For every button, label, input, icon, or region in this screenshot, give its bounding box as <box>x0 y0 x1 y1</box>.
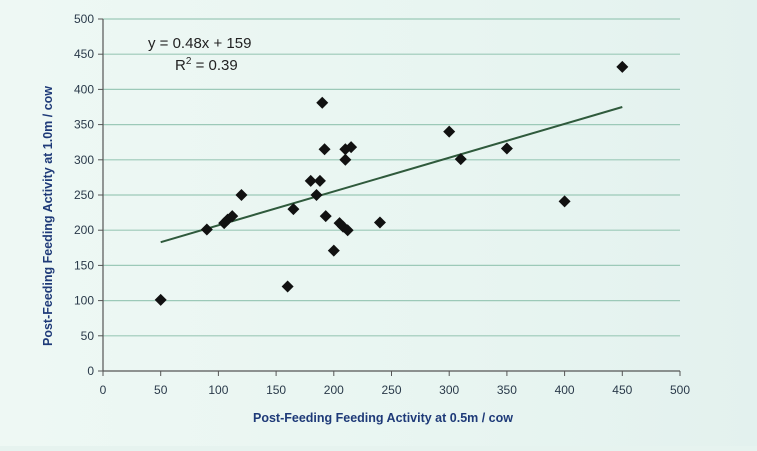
y-tick-label: 350 <box>74 118 94 132</box>
y-tick-label: 400 <box>74 82 94 96</box>
data-point <box>318 143 331 156</box>
x-tick-label: 450 <box>612 383 632 397</box>
data-point <box>327 244 340 257</box>
data-point <box>235 189 248 201</box>
data-point <box>200 223 213 236</box>
y-axis-title: Post-Feeding Feeding Activity at 1.0m / … <box>41 86 55 346</box>
data-point <box>287 203 300 216</box>
y-tick-label: 150 <box>74 258 94 272</box>
data-point <box>500 142 513 155</box>
y-tick-label: 50 <box>81 329 95 343</box>
x-tick-labels: 0 50 100 150 200 250 300 350 400 450 500 <box>100 383 691 397</box>
trendline <box>160 106 623 244</box>
trendline-group <box>160 106 623 244</box>
r-squared-superscript: 2 <box>186 56 192 67</box>
x-tick-label: 500 <box>670 383 690 397</box>
r-squared-prefix: R <box>175 57 186 74</box>
x-tick-label: 200 <box>324 383 344 397</box>
x-tick-label: 50 <box>154 383 168 397</box>
data-point <box>339 153 352 166</box>
data-point <box>313 174 326 187</box>
x-axis-title: Post-Feeding Feeding Activity at 0.5m / … <box>253 411 513 425</box>
regression-annotation: y = 0.48x + 159 R2 = 0.39 <box>148 35 251 74</box>
data-point <box>558 195 571 208</box>
trendline-equation: y = 0.48x + 159 <box>148 35 251 52</box>
x-tick-label: 150 <box>266 383 286 397</box>
r-squared-value: = 0.39 <box>191 57 237 74</box>
data-point <box>304 174 317 187</box>
x-tick-label: 250 <box>381 383 401 397</box>
r-squared-label: R2 = 0.39 <box>175 56 238 74</box>
y-tick-label: 100 <box>74 294 94 308</box>
data-point <box>341 224 354 237</box>
x-tick-label: 0 <box>100 383 107 397</box>
y-tick-labels: 0 50 100 150 200 250 300 350 400 450 500 <box>74 12 94 378</box>
data-points <box>154 60 629 306</box>
data-point <box>373 216 386 229</box>
x-tick-label: 100 <box>208 383 228 397</box>
data-point <box>226 210 239 223</box>
data-point <box>616 60 629 73</box>
x-tick-label: 300 <box>439 383 459 397</box>
x-tick-label: 350 <box>497 383 517 397</box>
data-point <box>154 293 167 306</box>
y-tick-label: 500 <box>74 12 94 26</box>
x-tick-label: 400 <box>555 383 575 397</box>
data-point <box>310 189 323 201</box>
data-point <box>319 210 332 223</box>
y-tick-label: 450 <box>74 47 94 61</box>
data-point <box>443 125 456 138</box>
y-tick-label: 300 <box>74 153 94 167</box>
axes <box>98 18 681 376</box>
y-tick-label: 0 <box>87 364 94 378</box>
data-point <box>345 141 358 154</box>
data-point <box>454 153 467 166</box>
y-tick-label: 250 <box>74 188 94 202</box>
y-tick-label: 200 <box>74 223 94 237</box>
data-point <box>281 280 294 293</box>
data-point <box>316 96 329 109</box>
